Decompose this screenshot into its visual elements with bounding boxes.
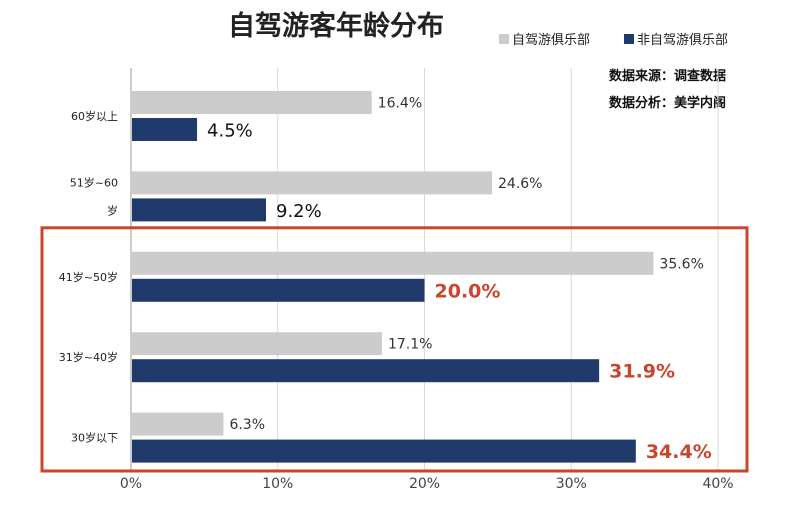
category-label: 30岁以下 — [71, 431, 118, 445]
annotation-analysis: 数据分析：美学内阁 — [609, 95, 726, 111]
x-tick-label: 30% — [556, 476, 587, 492]
x-tick-label: 0% — [120, 476, 142, 492]
bar-nonclub — [132, 278, 425, 302]
category-label: 31岁~40岁 — [59, 350, 118, 364]
data-label-nonclub: 31.9% — [609, 361, 675, 383]
data-label-nonclub: 34.4% — [646, 441, 712, 463]
bar-nonclub — [132, 118, 198, 141]
annotation-source: 数据来源：调查数据 — [609, 68, 726, 84]
category-label: 41岁~50岁 — [59, 270, 118, 284]
category-labels: 60岁以上 51岁~60 岁 41岁~50岁 31岁~40岁 30岁以下 — [59, 109, 118, 445]
x-tick-label: 40% — [702, 476, 733, 492]
data-label-club: 16.4% — [378, 96, 422, 112]
x-tick-labels: 0% 10% 20% 30% 40% — [120, 476, 734, 492]
bars: 16.4% 4.5% 24.6% 9.2% 35.6% 20.0% 17.1% 31.9% 6.… — [132, 91, 712, 463]
bar-club — [132, 332, 382, 356]
bar-nonclub — [132, 439, 636, 463]
bar-club — [132, 171, 493, 195]
bar-club — [132, 251, 654, 275]
data-label-club: 6.3% — [229, 417, 265, 433]
legend-label-nonclub: 非自驾游俱乐部 — [637, 33, 728, 48]
category-label: 60岁以上 — [71, 109, 118, 123]
bar-nonclub — [132, 198, 267, 222]
category-label: 岁 — [107, 203, 118, 217]
data-label-nonclub: 20.0% — [435, 280, 501, 302]
x-tick-label: 20% — [409, 476, 440, 492]
chart-title: 自驾游客年龄分布 — [228, 10, 444, 42]
data-label-club: 35.6% — [659, 256, 703, 272]
data-label-nonclub: 4.5% — [207, 121, 253, 142]
legend-label-club: 自驾游俱乐部 — [512, 33, 590, 48]
x-tick-label: 10% — [262, 476, 293, 492]
bar-nonclub — [132, 359, 600, 383]
data-label-club: 24.6% — [498, 176, 542, 192]
legend-swatch-club — [499, 34, 509, 44]
legend-swatch-nonclub — [624, 34, 634, 44]
bar-club — [132, 412, 224, 436]
data-label-club: 17.1% — [388, 337, 432, 353]
category-label: 51岁~60 — [70, 175, 118, 189]
highlight-box — [40, 226, 749, 473]
bar-club — [132, 91, 372, 114]
data-label-nonclub: 9.2% — [276, 201, 322, 222]
